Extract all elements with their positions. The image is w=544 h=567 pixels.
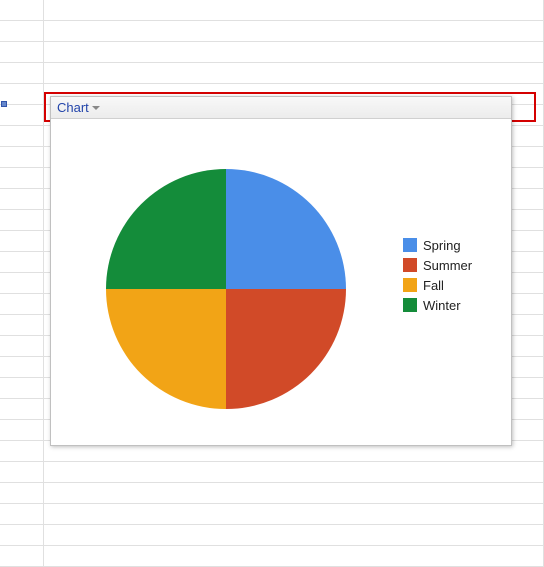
legend-label: Winter	[423, 298, 461, 313]
pie-slice-summer	[226, 289, 346, 409]
chart-object[interactable]: Chart Spring Summer Fall Winter	[50, 96, 512, 446]
legend-swatch	[403, 258, 417, 272]
legend-item-fall: Fall	[403, 276, 472, 294]
legend-item-spring: Spring	[403, 236, 472, 254]
pie-slice-winter	[106, 169, 226, 289]
pie-slice-fall	[106, 289, 226, 409]
legend-item-summer: Summer	[403, 256, 472, 274]
chart-menu-label: Chart	[57, 100, 89, 115]
legend-label: Fall	[423, 278, 444, 293]
pie-slice-spring	[226, 169, 346, 289]
legend-swatch	[403, 278, 417, 292]
legend-swatch	[403, 238, 417, 252]
legend-label: Spring	[423, 238, 461, 253]
chart-menu-dropdown[interactable]: Chart	[57, 100, 100, 115]
legend-item-winter: Winter	[403, 296, 472, 314]
chevron-down-icon	[92, 106, 100, 110]
cell-selection-handle[interactable]	[1, 101, 7, 107]
chart-header-bar: Chart	[51, 97, 511, 119]
chart-legend: Spring Summer Fall Winter	[403, 234, 472, 316]
legend-swatch	[403, 298, 417, 312]
chart-body: Spring Summer Fall Winter	[51, 119, 511, 445]
legend-label: Summer	[423, 258, 472, 273]
